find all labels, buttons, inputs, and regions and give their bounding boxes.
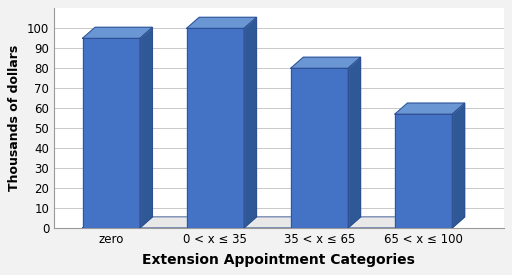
Polygon shape — [348, 57, 360, 228]
Polygon shape — [291, 68, 348, 228]
Polygon shape — [187, 17, 257, 28]
Polygon shape — [395, 114, 452, 228]
Polygon shape — [187, 28, 244, 228]
Polygon shape — [140, 27, 153, 228]
Polygon shape — [452, 103, 464, 228]
X-axis label: Extension Appointment Categories: Extension Appointment Categories — [142, 253, 415, 267]
Polygon shape — [82, 217, 464, 228]
Polygon shape — [82, 27, 153, 38]
Polygon shape — [395, 103, 464, 114]
Polygon shape — [82, 38, 140, 228]
Y-axis label: Thousands of dollars: Thousands of dollars — [8, 45, 22, 191]
Polygon shape — [244, 17, 257, 228]
Polygon shape — [291, 57, 360, 68]
